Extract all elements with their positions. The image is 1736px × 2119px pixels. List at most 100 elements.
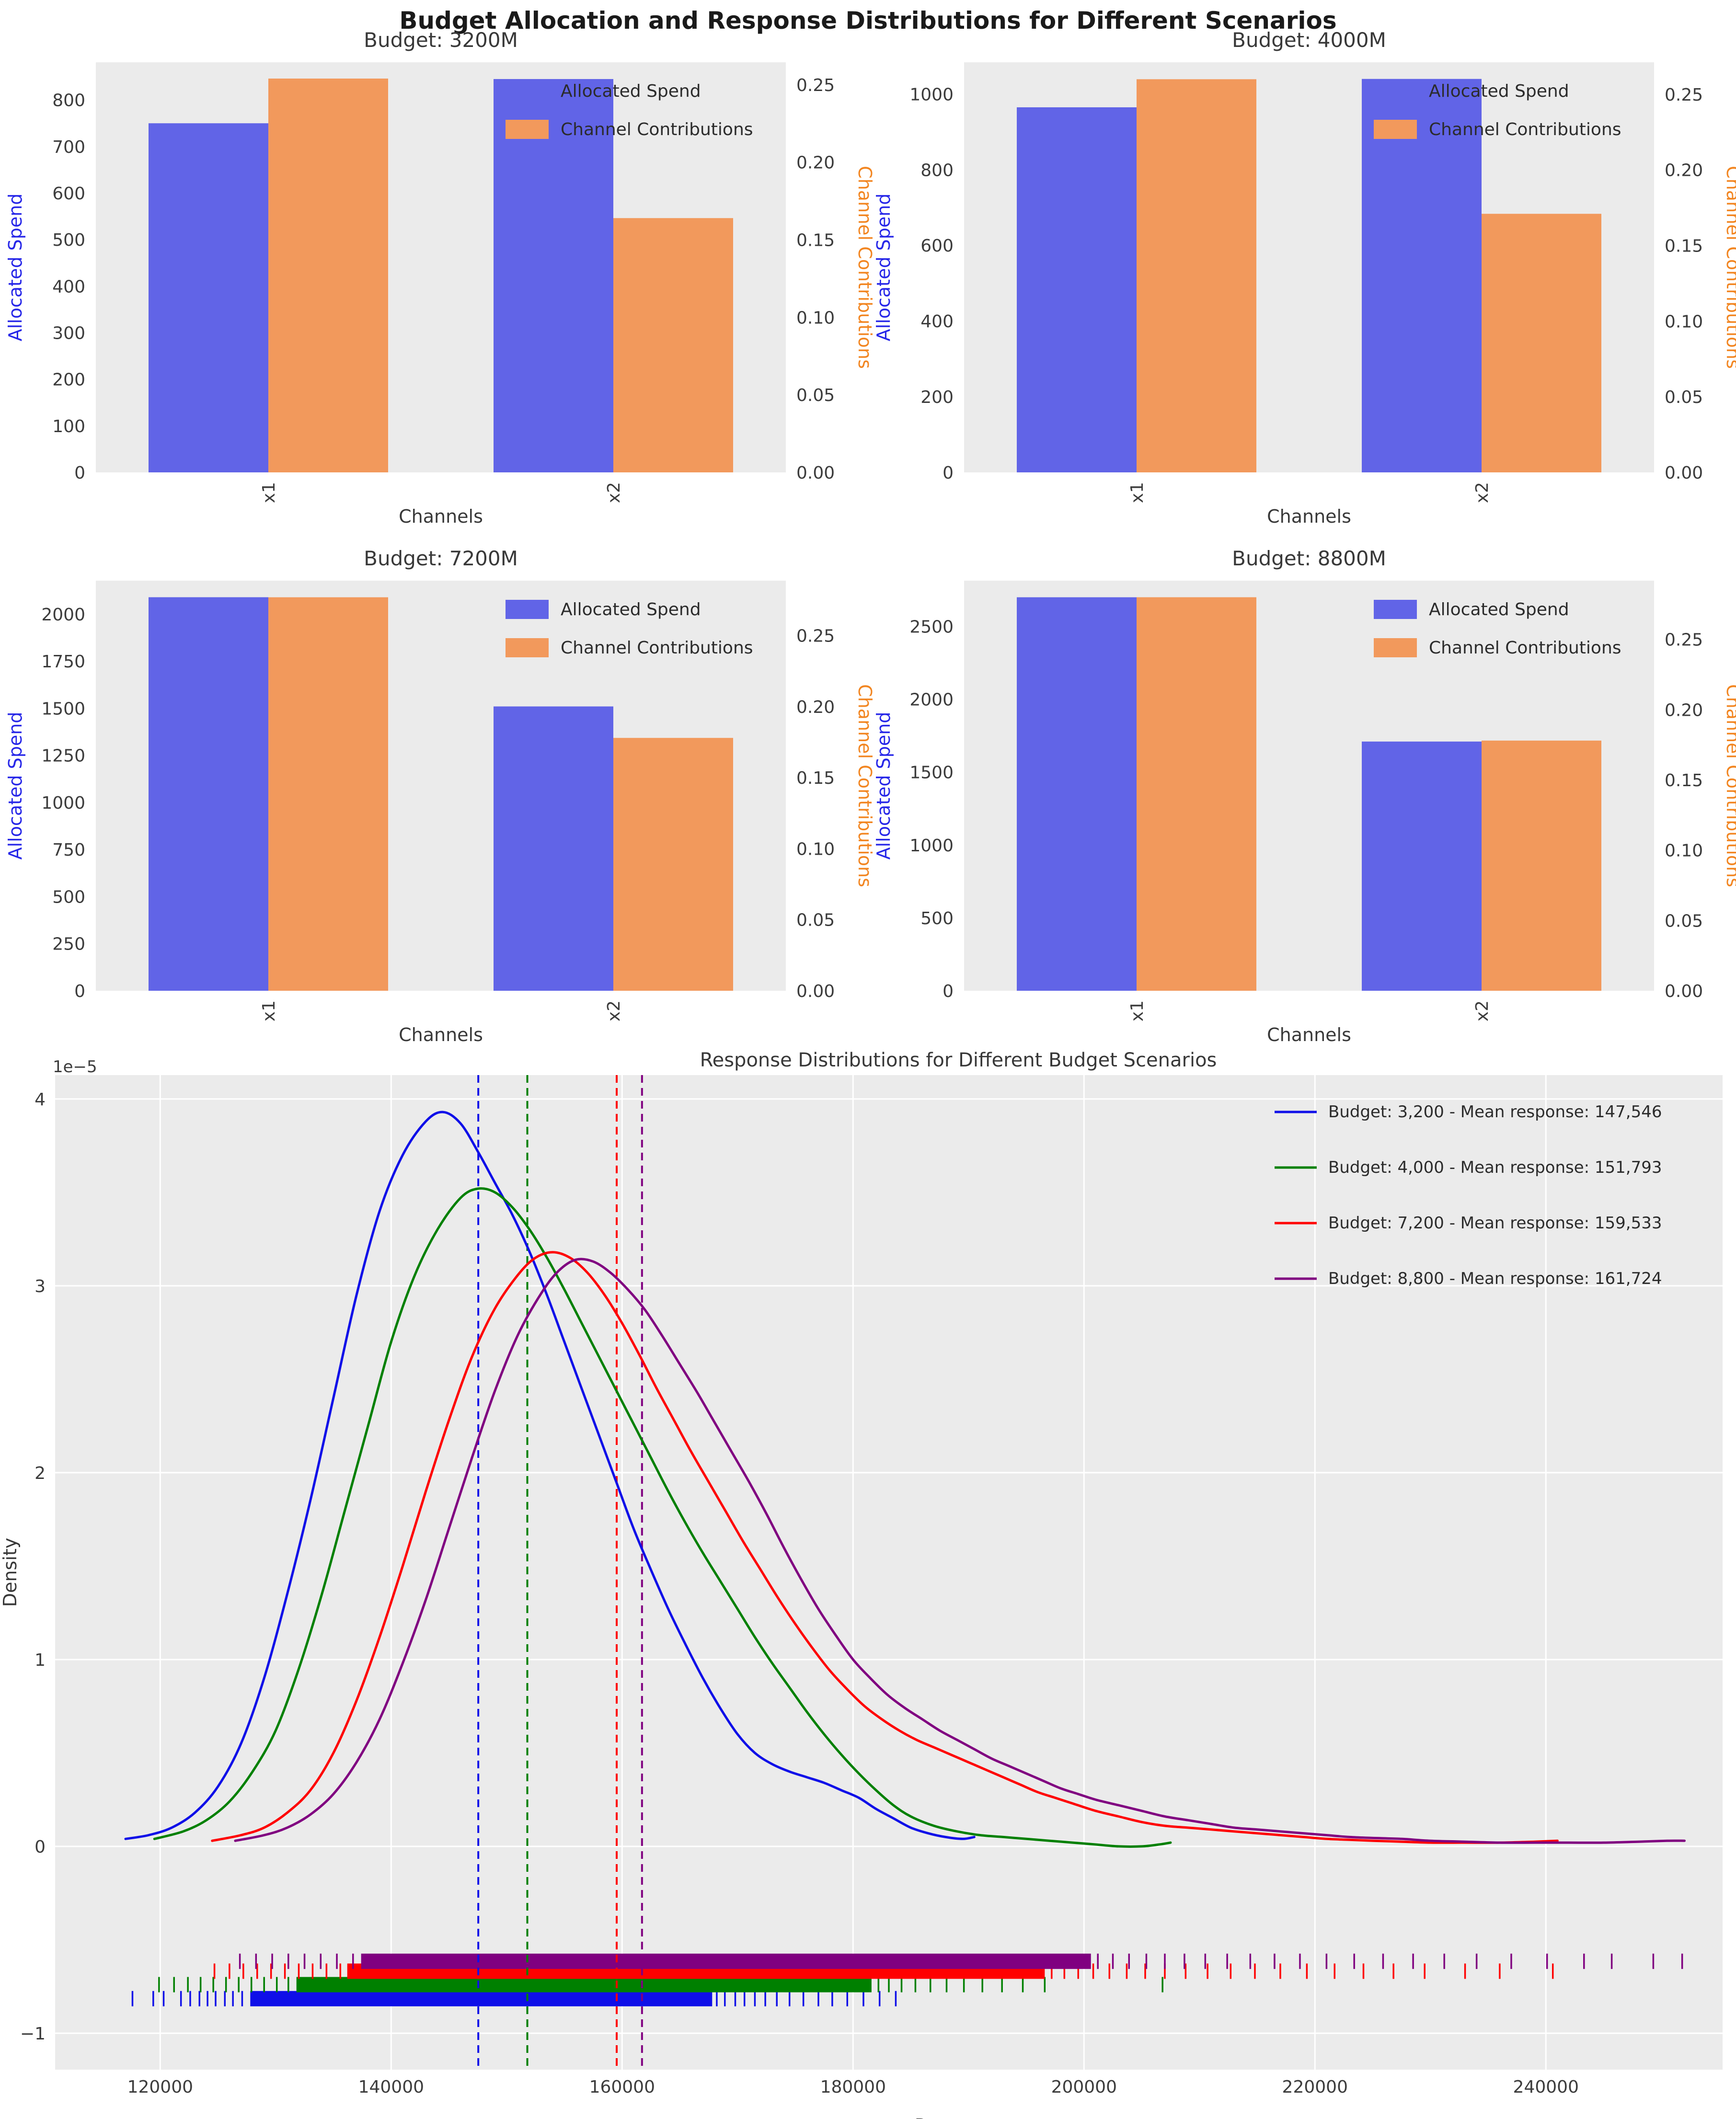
rug-tick: [764, 1991, 766, 2006]
rug-tick: [1077, 1963, 1079, 1979]
rug-tick: [336, 1953, 338, 1969]
rug-tick: [1108, 1963, 1111, 1979]
rug-tick: [1001, 1977, 1003, 1993]
rug-tick: [298, 1963, 300, 1979]
rug-tick: [1051, 1963, 1053, 1979]
right-tick-label: 0.25: [1665, 85, 1703, 105]
right-axis-label: Channel Contributions: [1723, 684, 1736, 887]
rug-tick: [1164, 1953, 1166, 1969]
rug-tick: [1092, 1963, 1094, 1979]
kde-curve-red: [211, 1251, 1559, 1844]
left-tick-label: 0: [943, 982, 954, 1001]
left-tick-label: 1250: [41, 746, 85, 766]
rug-tick: [1424, 1963, 1426, 1979]
legend-label: Channel Contributions: [1429, 120, 1621, 139]
x-tick-label: x2: [1472, 1000, 1492, 1021]
rug-tick: [900, 1977, 903, 1993]
rug-tick: [744, 1991, 746, 2006]
rug-row-purple: [239, 1953, 1683, 1969]
rug-tick: [224, 1991, 226, 2006]
rug-tick: [1112, 1953, 1114, 1969]
rug-tick: [287, 1977, 289, 1993]
left-tick-label: 600: [52, 184, 85, 204]
rug-tick: [199, 1977, 202, 1993]
rug-tick: [817, 1991, 819, 2006]
rug-tick: [1464, 1963, 1466, 1979]
legend-swatch: [506, 120, 549, 139]
legend-label: Allocated Spend: [1429, 81, 1569, 101]
legend-label: Channel Contributions: [1429, 638, 1621, 658]
legend-swatch: [506, 638, 549, 657]
rug-row-green: [158, 1977, 1163, 1993]
right-tick-label: 0.05: [1665, 911, 1703, 931]
rug-tick: [1510, 1953, 1512, 1969]
rug-row-blue: [131, 1991, 897, 2006]
right-tick-label: 0.10: [1665, 312, 1703, 332]
right-tick-label: 0.00: [1665, 982, 1703, 1001]
rug-tick: [229, 1963, 230, 1979]
rug-tick: [945, 1977, 948, 1993]
right-axis-label: Channel Contributions: [854, 684, 875, 887]
left-tick-label: 600: [920, 236, 954, 256]
rug-tick: [914, 1977, 917, 1993]
rug-tick: [1412, 1953, 1414, 1969]
left-axis-label: Allocated Spend: [5, 712, 26, 860]
bar-chart-7200m: Budget: 7200M x1 x2 0 250 500 750 1000 1250 1500 1…: [5, 547, 875, 1044]
rug-tick: [263, 1977, 265, 1993]
kde-chart: Response Distributions for Different Bud…: [0, 1049, 1723, 2119]
rug-dense-band: [296, 1977, 872, 1993]
rug-tick: [1443, 1953, 1445, 1969]
rug-tick: [1334, 1963, 1335, 1979]
left-axis-label: Allocated Spend: [5, 194, 26, 342]
legend-swatch: [1374, 600, 1417, 619]
rug-tick: [1204, 1953, 1207, 1969]
left-tick-label: 0: [74, 982, 85, 1001]
left-tick-label: 2500: [909, 618, 954, 637]
left-tick-label: 500: [920, 909, 954, 928]
legend-swatch: [506, 81, 549, 101]
legend-label: Channel Contributions: [561, 638, 753, 658]
rug-tick: [1279, 1963, 1281, 1979]
left-tick-label: 500: [52, 230, 85, 250]
subplot-title: Budget: 3200M: [364, 28, 518, 52]
rug-tick: [888, 1977, 890, 1993]
rug-tick: [198, 1991, 200, 2006]
kde-curve-green: [153, 1187, 1172, 1848]
right-axis-label: Channel Contributions: [854, 166, 875, 369]
rug-tick: [963, 1977, 965, 1993]
rug-tick: [930, 1977, 931, 1993]
allocated-spend-bar: [1362, 741, 1482, 991]
kde-legend: Budget: 3,200 - Mean response: 147,546 Bu…: [1275, 1102, 1662, 1288]
rug-tick: [152, 1991, 154, 2006]
allocated-spend-bar: [494, 706, 613, 991]
rug-tick: [1546, 1953, 1548, 1969]
rug-tick: [241, 1991, 243, 2006]
rug-tick: [1230, 1963, 1232, 1979]
rug-tick: [255, 1953, 257, 1969]
rug-tick: [173, 1977, 175, 1993]
y-tick-label: 2: [34, 1464, 46, 1483]
x-axis-label: Channels: [1267, 506, 1351, 527]
left-tick-label: 1000: [41, 793, 85, 813]
right-tick-label: 0.10: [796, 308, 835, 328]
legend-label: Allocated Spend: [1429, 600, 1569, 619]
kde-curve-blue: [124, 1111, 976, 1840]
rug-tick: [716, 1991, 718, 2006]
kde-plot-svg: Response Distributions for Different Bud…: [0, 1049, 1723, 2119]
rug-tick: [776, 1991, 778, 2006]
y-tick-label: −1: [20, 2024, 46, 2044]
rug-tick: [325, 1963, 328, 1979]
rug-tick: [1249, 1953, 1252, 1969]
left-tick-label: 300: [52, 324, 85, 344]
rug-tick: [352, 1953, 354, 1969]
channel-contribution-bar: [268, 597, 388, 991]
right-tick-label: 0.05: [796, 911, 835, 930]
rug-tick: [1306, 1963, 1308, 1979]
x-tick-label: x2: [604, 1000, 624, 1021]
left-tick-label: 1000: [909, 836, 954, 856]
rug-tick: [212, 1977, 214, 1993]
rug-tick: [1044, 1977, 1046, 1993]
allocated-spend-bar: [149, 123, 268, 473]
x-tick-label: x2: [1472, 482, 1492, 503]
rug-tick: [158, 1977, 160, 1993]
